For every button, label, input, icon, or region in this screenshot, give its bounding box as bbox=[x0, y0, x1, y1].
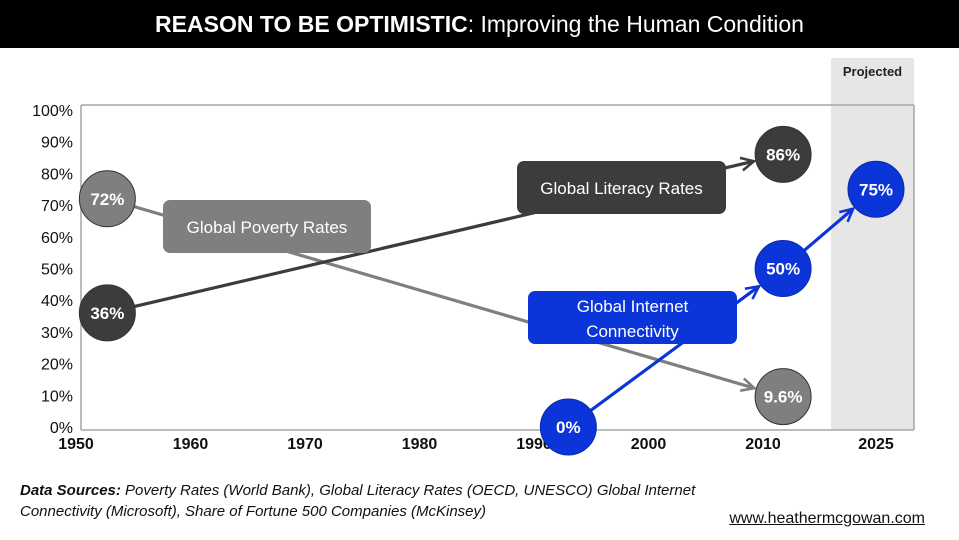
series-labels: Global Poverty Rates Global Literacy Rate… bbox=[163, 161, 737, 344]
data-label: 75% bbox=[859, 180, 893, 199]
sources-heading: Data Sources: bbox=[20, 482, 121, 499]
x-tick-label: 2000 bbox=[631, 436, 667, 453]
data-label: 72% bbox=[90, 190, 124, 209]
series-label-box: Global Poverty Rates bbox=[163, 200, 371, 253]
series-name: Global Internet bbox=[577, 297, 689, 316]
data-bubble: 9.6% bbox=[754, 368, 812, 426]
label-background bbox=[528, 291, 737, 344]
series-label-box: Global Internet Connectivity bbox=[528, 291, 737, 344]
data-label: 36% bbox=[90, 304, 124, 323]
projected-band: Projected bbox=[831, 58, 914, 430]
website-link[interactable]: www.heathermcgowan.com bbox=[729, 510, 925, 527]
data-point bbox=[78, 170, 136, 228]
data-point bbox=[754, 240, 812, 297]
x-tick-label: 1950 bbox=[58, 436, 94, 453]
data-point bbox=[539, 398, 597, 456]
data-point bbox=[847, 160, 905, 218]
data-point bbox=[754, 368, 812, 426]
x-tick-label: 1970 bbox=[287, 436, 323, 453]
y-tick-label: 50% bbox=[41, 262, 73, 279]
x-tick-label: 1990 bbox=[516, 436, 552, 453]
y-tick-label: 0% bbox=[50, 420, 73, 437]
data-bubble: 0% bbox=[539, 398, 597, 456]
y-tick-label: 80% bbox=[41, 166, 73, 183]
y-tick-label: 60% bbox=[41, 230, 73, 247]
data-sources: Data Sources: Poverty Rates (World Bank)… bbox=[20, 480, 760, 522]
x-axis-ticks: 1950 1960 1970 1980 1990 2000 2010 2025 bbox=[58, 436, 894, 453]
data-point bbox=[754, 125, 812, 183]
series-name: Global Literacy Rates bbox=[540, 179, 703, 198]
series-label-box: Global Literacy Rates bbox=[517, 161, 726, 214]
sources-line-1: Poverty Rates (World Bank), Global Liter… bbox=[120, 482, 696, 499]
y-tick-label: 40% bbox=[41, 293, 73, 310]
y-tick-label: 90% bbox=[41, 135, 73, 152]
title-bold: REASON TO BE OPTIMISTIC bbox=[155, 10, 468, 37]
chart: Projected 0% 10% 20% 30% 40% 50% 60% 70% 80% 90% 1… bbox=[32, 58, 915, 456]
data-label: 50% bbox=[766, 260, 800, 279]
series-name: Connectivity bbox=[586, 322, 679, 341]
data-label: 9.6% bbox=[764, 388, 803, 407]
x-tick-label: 1960 bbox=[173, 436, 209, 453]
label-background bbox=[517, 161, 726, 214]
data-bubble: 50% bbox=[754, 240, 812, 297]
series-name: Global Poverty Rates bbox=[187, 218, 348, 237]
y-tick-label: 100% bbox=[32, 103, 73, 120]
projected-region bbox=[831, 58, 914, 430]
x-tick-label: 2010 bbox=[745, 436, 781, 453]
data-bubble: 86% bbox=[754, 125, 812, 183]
x-tick-label: 2025 bbox=[858, 436, 894, 453]
data-label: 0% bbox=[556, 418, 581, 437]
y-tick-label: 10% bbox=[41, 388, 73, 405]
data-label: 86% bbox=[766, 145, 800, 164]
data-bubble: 36% bbox=[78, 284, 136, 342]
page-title: REASON TO BE OPTIMISTIC: Improving the H… bbox=[0, 0, 959, 48]
data-bubble: 72% bbox=[78, 170, 136, 228]
x-tick-label: 1980 bbox=[402, 436, 438, 453]
label-background bbox=[163, 200, 371, 253]
data-point bbox=[78, 284, 136, 342]
data-bubbles: 72% 9.6% 36% 86% 0% 50% 75% bbox=[78, 125, 905, 456]
y-tick-label: 20% bbox=[41, 357, 73, 374]
y-tick-label: 70% bbox=[41, 198, 73, 215]
y-axis-ticks: 0% 10% 20% 30% 40% 50% 60% 70% 80% 90% 100% bbox=[32, 103, 73, 437]
axes bbox=[80, 104, 915, 431]
sources-line-2: Connectivity (Microsoft), Share of Fortu… bbox=[20, 503, 487, 520]
series-lines bbox=[133, 161, 853, 412]
series-line bbox=[803, 209, 853, 252]
y-tick-label: 30% bbox=[41, 325, 73, 342]
data-bubble: 75% bbox=[847, 160, 905, 218]
title-rest: : Improving the Human Condition bbox=[467, 10, 804, 37]
projected-label: Projected bbox=[843, 64, 902, 79]
